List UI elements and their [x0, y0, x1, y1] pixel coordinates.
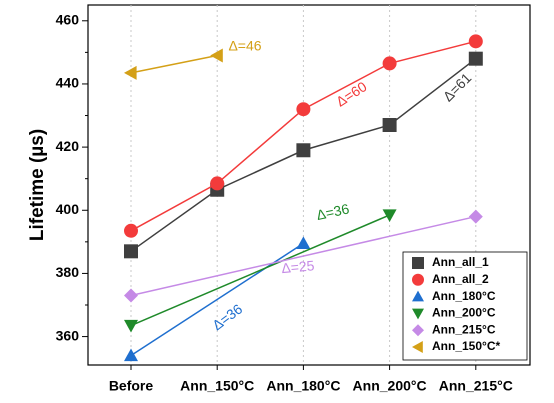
annotation: Δ=36: [315, 200, 351, 223]
annotation: Δ=46: [228, 38, 261, 54]
annotation: Δ=25: [281, 257, 316, 276]
legend-label: Ann_180°C: [432, 289, 496, 303]
x-tick-label: Ann_215°C: [439, 378, 513, 394]
annotation: Δ=36: [209, 300, 245, 333]
legend-label: Ann_215°C: [432, 322, 496, 336]
marker: [296, 143, 311, 158]
marker: [124, 288, 138, 303]
marker: [468, 51, 483, 66]
marker: [412, 324, 424, 337]
plot-frame: [87, 4, 531, 366]
series-line: [130, 54, 218, 74]
marker: [412, 341, 423, 353]
marker: [124, 244, 138, 259]
y-tick-label: 380: [56, 264, 80, 280]
y-tick-label: 360: [56, 327, 80, 343]
legend-label: Ann_all_2: [432, 272, 489, 286]
marker: [382, 118, 397, 132]
marker: [296, 236, 311, 250]
marker: [382, 56, 397, 71]
series-line: [130, 214, 390, 327]
marker: [124, 348, 138, 362]
annotation: Δ=61: [440, 70, 475, 105]
annotation: Δ=60: [333, 78, 370, 110]
y-tick-label: 460: [56, 11, 80, 27]
marker: [210, 48, 223, 63]
marker: [412, 290, 424, 302]
marker: [412, 308, 424, 320]
marker: [210, 176, 225, 191]
legend-label: Ann_200°C: [432, 306, 496, 320]
marker: [124, 319, 138, 333]
series-line: [130, 215, 476, 297]
x-tick-label: Before: [109, 378, 154, 394]
y-axis-label: Lifetime (µs): [27, 129, 48, 241]
y-tick-label: 400: [56, 201, 80, 217]
x-tick-label: Ann_200°C: [353, 378, 427, 394]
marker: [124, 65, 137, 80]
y-tick-label: 440: [56, 75, 80, 91]
marker: [468, 209, 483, 224]
marker: [468, 34, 483, 49]
legend-label: Ann_150°C*: [432, 339, 500, 353]
x-tick-label: Ann_180°C: [266, 378, 340, 394]
y-tick-label: 420: [56, 138, 80, 154]
legend-box: [402, 251, 528, 361]
marker: [296, 102, 311, 117]
marker: [412, 257, 424, 269]
marker: [412, 273, 424, 286]
x-tick-label: Ann_150°C: [180, 378, 254, 394]
legend-label: Ann_all_1: [432, 255, 489, 269]
marker: [124, 223, 138, 238]
marker: [382, 209, 397, 222]
